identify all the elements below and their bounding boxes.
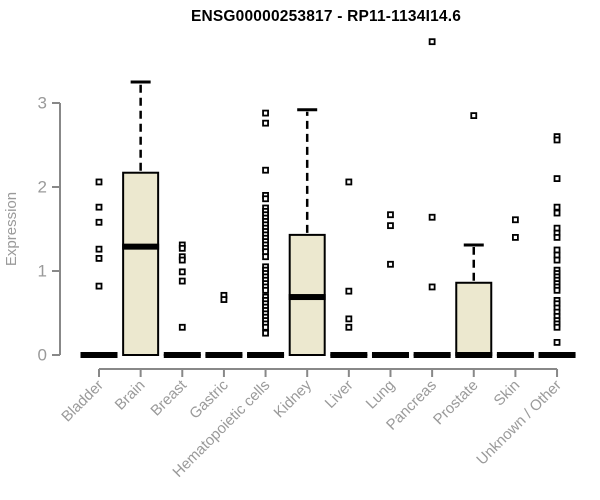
median-line <box>330 352 368 358</box>
median-line <box>496 352 534 358</box>
outlier-point <box>387 222 394 230</box>
outlier-point <box>262 253 269 261</box>
category-label: Breast <box>147 376 190 419</box>
outlier-point <box>95 203 103 211</box>
median-line <box>247 352 285 358</box>
y-tick-label: 2 <box>38 178 47 197</box>
outlier-point <box>95 178 103 186</box>
outlier-point <box>553 203 561 211</box>
outlier-point <box>262 195 269 203</box>
outlier-point <box>553 136 561 144</box>
median-line <box>288 294 326 301</box>
outlier-point <box>428 38 436 46</box>
y-tick-label: 1 <box>38 262 47 281</box>
category-label: Skin <box>491 377 524 410</box>
outlier-point <box>262 166 269 174</box>
outlier-point <box>553 209 561 217</box>
box <box>455 281 493 357</box>
outlier-point <box>178 277 186 285</box>
outlier-point <box>387 260 394 268</box>
median-line <box>413 352 451 358</box>
outlier-point <box>178 244 186 252</box>
outlier-point <box>95 254 103 262</box>
y-tick-label: 3 <box>38 94 47 113</box>
outlier-point <box>387 211 394 219</box>
outlier-point <box>428 213 436 221</box>
y-tick-label: 0 <box>38 346 47 365</box>
median-line <box>455 352 493 358</box>
category-label: Liver <box>322 377 357 412</box>
outlier-point <box>178 323 186 331</box>
outlier-point <box>553 256 561 264</box>
outlier-point <box>262 329 269 337</box>
outlier-point <box>262 109 269 117</box>
outlier-point <box>553 338 561 346</box>
outlier-point <box>262 119 269 127</box>
outlier-point <box>512 233 519 241</box>
outlier-point <box>95 245 103 253</box>
box <box>122 171 160 356</box>
outlier-point <box>553 286 561 294</box>
y-axis-title: Expression <box>3 192 20 266</box>
median-line <box>80 352 118 358</box>
median-line <box>371 352 409 358</box>
category-label: Bladder <box>58 377 107 426</box>
category-label: Kidney <box>271 376 316 421</box>
outlier-point <box>553 233 561 241</box>
median-line <box>205 352 243 358</box>
outlier-point <box>345 287 353 295</box>
outlier-point <box>345 178 353 186</box>
outlier-point <box>428 283 436 291</box>
outlier-point <box>178 268 186 276</box>
outlier-point <box>220 296 228 303</box>
median-line <box>122 243 160 250</box>
outlier-point <box>95 218 103 226</box>
outlier-point <box>470 112 478 119</box>
outlier-point <box>262 286 269 294</box>
outlier-point <box>553 323 561 331</box>
outlier-point <box>553 175 561 183</box>
category-label: Lung <box>363 377 399 413</box>
outlier-point <box>262 323 269 331</box>
median-line <box>538 352 576 358</box>
median-line <box>163 352 201 358</box>
outlier-point <box>512 216 519 224</box>
category-label: Brain <box>112 377 149 414</box>
outlier-point <box>95 282 103 290</box>
chart-title: ENSG00000253817 - RP11-1134I14.6 <box>190 8 462 25</box>
outlier-point <box>178 256 186 264</box>
outlier-point <box>345 315 353 323</box>
outlier-point <box>345 323 353 331</box>
category-label: Prostate <box>430 377 482 429</box>
